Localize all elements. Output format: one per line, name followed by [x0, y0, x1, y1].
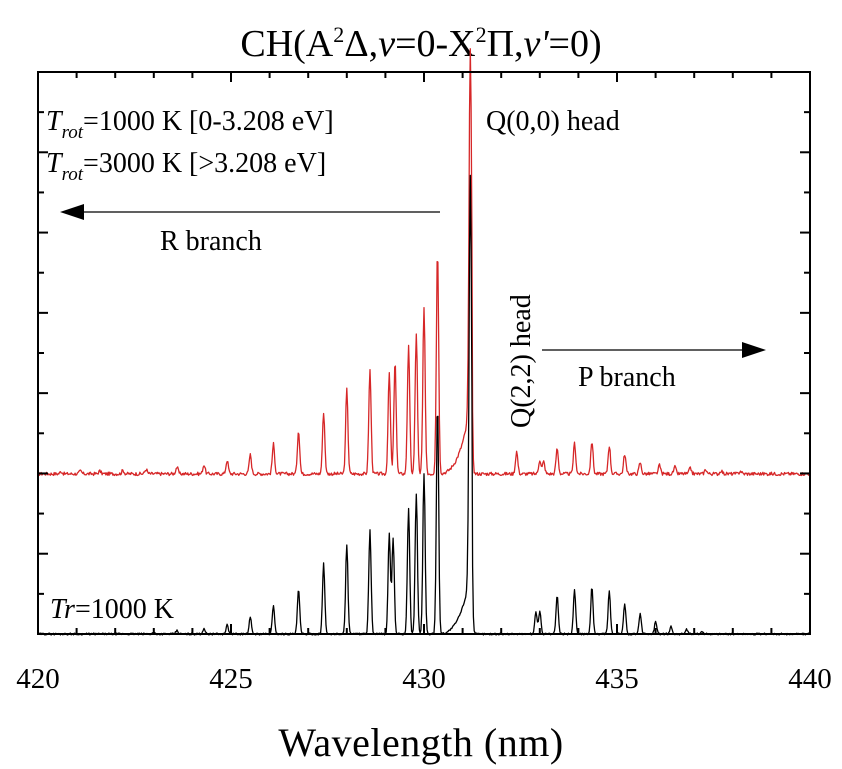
black-temp-label: Tr=1000 K	[50, 594, 174, 625]
x-axis-label: Wavelength (nm)	[278, 720, 563, 765]
q00-head-label: Q(0,0) head	[486, 106, 620, 137]
p-branch-arrow	[542, 342, 766, 358]
red-rot-temp-label-2: Trot=3000 K [>3.208 eV]	[46, 148, 326, 185]
chart-title: CH(A2Δ,v=0-X2Π,v'=0)	[240, 22, 601, 65]
red-rot-temp-label-1: Trot=1000 K [0-3.208 eV]	[46, 106, 334, 143]
x-tick-label: 440	[788, 663, 832, 695]
series-line-red	[37, 48, 811, 477]
series-line-black	[37, 174, 811, 636]
q22-head-label: Q(2,2) head	[506, 294, 537, 428]
p-branch-label: P branch	[578, 362, 676, 393]
x-tick-label: 430	[402, 663, 446, 695]
x-tick-labels: 420 425 430 435 440	[16, 663, 832, 695]
x-tick-label: 435	[595, 663, 639, 695]
axis-ticks	[37, 72, 811, 634]
x-tick-label: 425	[209, 663, 253, 695]
x-tick-label: 420	[16, 663, 60, 695]
r-branch-label: R branch	[160, 226, 262, 257]
r-branch-arrow	[60, 204, 440, 220]
